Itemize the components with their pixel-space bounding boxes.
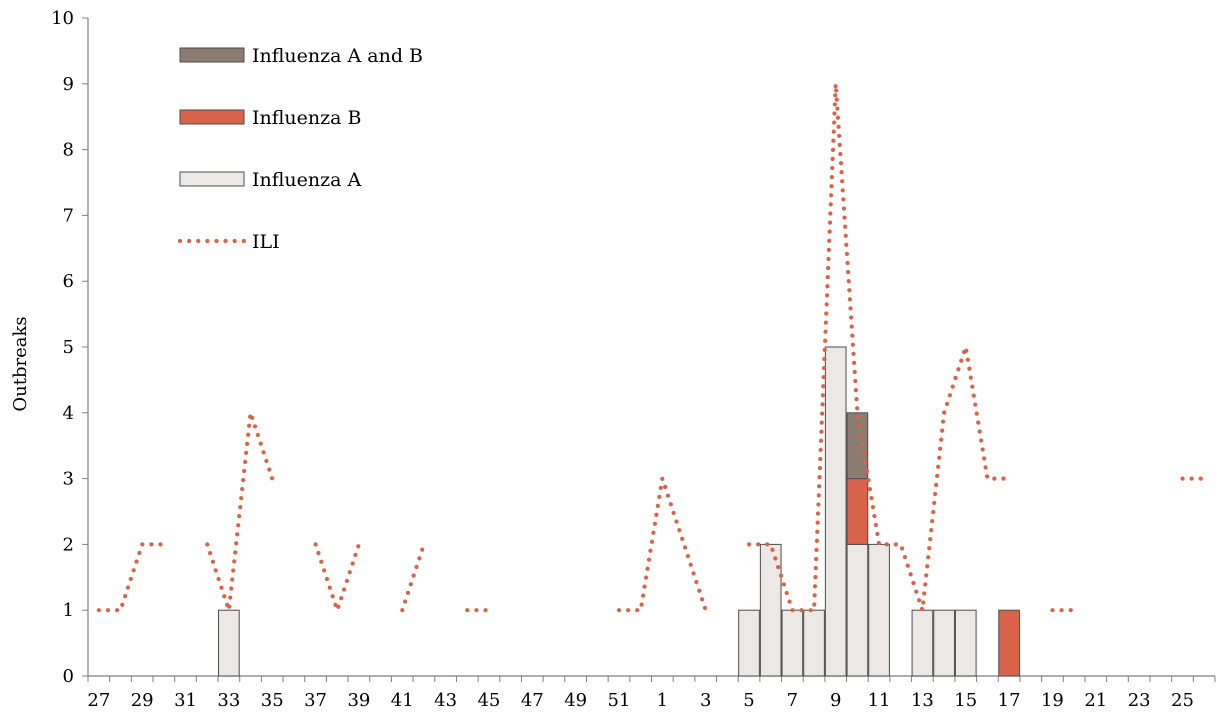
y-tick-label: 3 [63,469,74,490]
x-tick-label: 45 [477,690,500,711]
x-tick-label: 15 [954,690,977,711]
ili-line-segment [96,542,166,613]
x-tick-label: 9 [830,690,841,711]
bar-influenza-a [868,543,890,677]
bar-influenza-a [759,543,782,677]
y-tick-label: 7 [63,205,74,226]
y-tick-label: 9 [63,74,74,95]
ili-line-layer [96,83,1207,617]
x-tick-label: 51 [608,690,631,711]
bar-influenza-a [803,609,825,677]
legend: Influenza A and B Influenza B Influenza A I… [177,45,423,253]
bar-influenza-a [738,609,760,677]
x-tick-label: 27 [87,690,110,711]
x-tick-label: 47 [521,690,544,711]
bar-influenza-a [954,609,977,677]
y-axis-title: Outbreaks [10,316,31,411]
x-tick-label: 39 [347,690,370,711]
legend-label: Influenza A [252,169,362,191]
bar-influenza-a [218,609,240,677]
x-tick-label: 43 [434,690,457,711]
bar-influenza-a-and-b [846,412,869,480]
legend-label: Influenza A and B [252,45,423,67]
ili-line-segment [746,83,1012,613]
ili-line-segment [205,412,275,611]
x-tick-label: 25 [1171,690,1194,711]
legend-swatch [179,171,245,187]
ili-line-segment [400,542,427,613]
x-tick-label: 41 [391,690,414,711]
bar-influenza-b [846,478,869,545]
bars-layer [218,346,1020,677]
x-tick-label: 33 [217,690,240,711]
bar-influenza-a [933,609,955,677]
x-tick-label: 49 [564,690,587,711]
x-tick-label: 35 [261,690,284,711]
bar-influenza-a [781,609,804,677]
x-tick-label: 23 [1128,690,1151,711]
y-tick-label: 5 [63,337,74,358]
y-tick-label: 8 [63,140,74,161]
x-tick-label: 1 [657,690,668,711]
y-tick-label: 2 [63,534,74,555]
ili-line-segment [616,477,708,613]
legend-swatch [179,47,245,63]
x-tick-label: 29 [131,690,154,711]
y-tick-label: 6 [63,271,74,292]
legend-swatch [179,109,245,125]
x-tick-label: 17 [998,690,1021,711]
legend-label: Influenza B [252,107,361,129]
bar-influenza-a [824,346,847,677]
y-tick-label: 1 [63,600,74,621]
bar-influenza-a [846,543,869,677]
x-tick-label: 11 [868,690,891,711]
axes [82,17,1216,682]
x-tick-label: 31 [174,690,197,711]
x-tick-label: 13 [911,690,934,711]
x-tick-label: 37 [304,690,327,711]
x-tick-label: 3 [700,690,711,711]
bar-influenza-a [911,609,934,677]
x-tick-label: 21 [1084,690,1107,711]
ili-line-segment [313,542,362,617]
y-tick-label: 0 [63,666,74,687]
y-tick-label: 4 [63,403,74,424]
y-tick-label: 10 [51,8,74,29]
x-tick-label: 19 [1041,690,1064,711]
bar-influenza-b [998,609,1020,677]
x-tick-label: 5 [743,690,754,711]
legend-label: ILI [252,231,280,253]
x-tick-label: 7 [787,690,798,711]
